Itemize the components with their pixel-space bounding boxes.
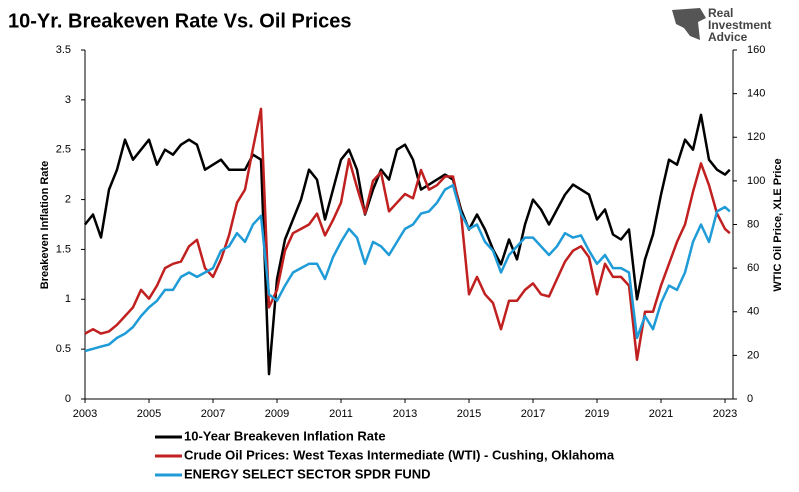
x-tick-label: 2017	[521, 408, 545, 420]
x-tick-label: 2007	[201, 408, 225, 420]
y2-tick-label: 160	[747, 44, 765, 56]
x-tick-label: 2003	[73, 408, 97, 420]
y2-tick-label: 120	[747, 131, 765, 143]
x-tick-label: 2019	[585, 408, 609, 420]
brand-text: Investment	[708, 18, 771, 32]
y-tick-label: 3.5	[56, 44, 71, 56]
y2-tick-label: 100	[747, 175, 765, 187]
series-line	[84, 107, 731, 361]
x-tick-label: 2011	[329, 408, 353, 420]
y2-axis-label: WTIC Oil Price, XLE Price	[772, 158, 784, 291]
brand-text: Advice	[708, 30, 748, 44]
legend-label: 10-Year Breakeven Inflation Rate	[184, 428, 386, 443]
series-line	[84, 183, 731, 353]
legend-label: Crude Oil Prices: West Texas Intermediat…	[184, 447, 615, 462]
x-tick-label: 2023	[713, 408, 737, 420]
y-tick-label: 1	[65, 293, 71, 305]
brand-text: Real	[708, 6, 733, 20]
y2-tick-label: 40	[747, 306, 759, 318]
y2-tick-label: 60	[747, 262, 759, 274]
y-tick-label: 0	[65, 393, 71, 405]
y-tick-label: 3	[65, 94, 71, 106]
x-tick-label: 2015	[457, 408, 481, 420]
y-tick-label: 2.5	[56, 144, 71, 156]
y2-tick-label: 0	[747, 393, 753, 405]
y2-tick-label: 140	[747, 88, 765, 100]
y-tick-label: 2	[65, 193, 71, 205]
legend-label: ENERGY SELECT SECTOR SPDR FUND	[184, 466, 431, 481]
brand-logo: Real Investment Advice	[672, 6, 771, 44]
x-tick-label: 2021	[649, 408, 673, 420]
y-tick-label: 0.5	[56, 343, 71, 355]
x-tick-label: 2005	[137, 408, 161, 420]
logo-icon	[672, 8, 706, 40]
y2-tick-label: 20	[747, 349, 759, 361]
y2-tick-label: 80	[747, 218, 759, 230]
y-tick-label: 1.5	[56, 243, 71, 255]
y-axis-label: Breakeven Inflation Rate	[39, 161, 51, 289]
x-tick-label: 2013	[393, 408, 417, 420]
series-line	[84, 113, 731, 376]
chart-title: 10-Yr. Breakeven Rate Vs. Oil Prices	[8, 10, 352, 32]
x-tick-label: 2009	[265, 408, 289, 420]
